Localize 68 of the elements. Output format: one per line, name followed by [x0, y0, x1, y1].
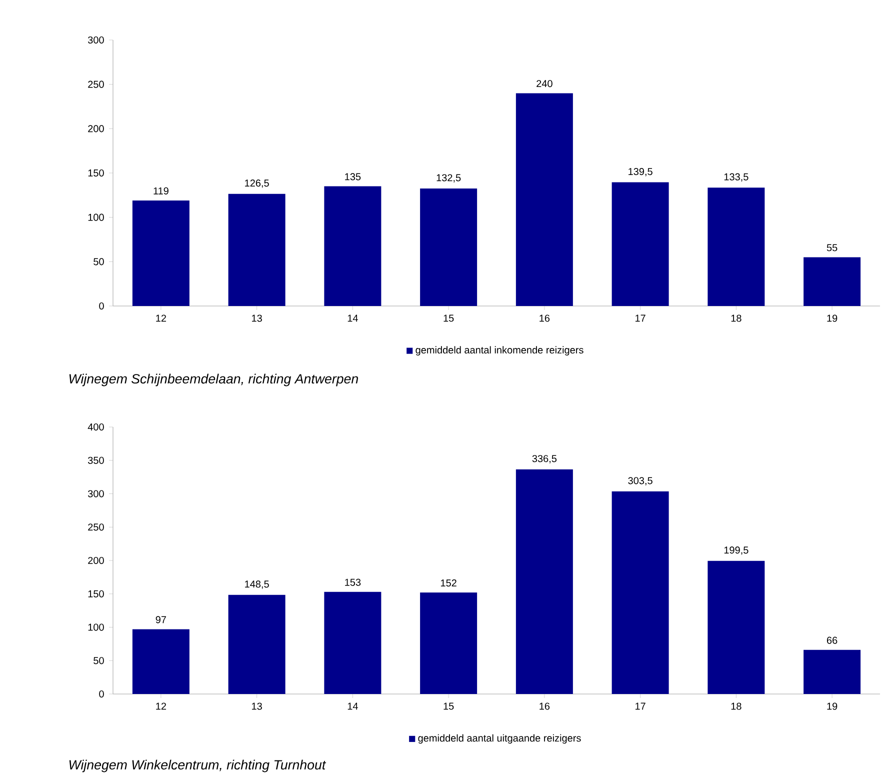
y-tick-label: 200	[88, 556, 104, 564]
bar	[132, 629, 190, 694]
data-label: 336,5	[532, 455, 557, 464]
data-label: 240	[536, 80, 552, 88]
y-tick-label: 300	[88, 490, 104, 498]
data-label: 153	[345, 578, 361, 586]
bar	[708, 188, 765, 306]
y-tick-label: 0	[99, 690, 104, 698]
text: Wijnegem Schijnbeemdelaan, richting Antwerpen	[69, 374, 358, 386]
bar	[612, 182, 669, 306]
x-tick-label: 12	[156, 702, 166, 710]
y-tick-label: 50	[94, 657, 104, 664]
y-tick-label: 200	[88, 125, 104, 132]
y-tick-label: 250	[88, 80, 104, 88]
data-label: 303,5	[628, 477, 652, 486]
x-tick-label: 15	[444, 702, 454, 710]
data-label: 135	[345, 173, 361, 180]
legend-label: gemiddeld aantal inkomende reizigers	[416, 346, 584, 356]
y-tick-label: 50	[94, 258, 104, 266]
y-tick-label: 150	[88, 590, 104, 598]
x-tick-label: 13	[252, 314, 262, 322]
x-tick-label: 14	[348, 702, 358, 710]
bar	[804, 650, 861, 694]
x-tick-label: 17	[636, 702, 646, 710]
data-label: 152	[440, 579, 456, 586]
y-tick-label: 100	[88, 624, 104, 631]
y-tick-label: 100	[88, 214, 104, 221]
x-tick-label: 18	[731, 702, 742, 710]
data-label: 148,5	[245, 580, 269, 589]
bar	[228, 194, 286, 306]
bar	[516, 93, 573, 306]
data-label: 55	[826, 244, 838, 252]
data-label: 97	[156, 616, 166, 624]
x-tick-label: 14	[348, 314, 358, 322]
y-tick-label: 350	[88, 456, 104, 464]
x-tick-label: 16	[540, 702, 550, 710]
y-tick-label: 150	[88, 169, 104, 177]
data-label: 66	[826, 636, 838, 644]
bar	[324, 592, 382, 694]
bar	[228, 594, 286, 694]
x-tick-label: 18	[731, 314, 742, 322]
data-label: 132,5	[436, 174, 461, 182]
bar	[132, 200, 190, 306]
y-tick-label: 0	[99, 302, 104, 310]
bar	[324, 186, 382, 306]
bar	[420, 188, 478, 306]
x-tick-label: 15	[444, 314, 454, 322]
legend-label: gemiddeld aantal uitgaande reizigers	[418, 734, 581, 744]
x-tick-label: 13	[252, 702, 262, 710]
x-tick-label: 12	[156, 314, 166, 322]
bar	[804, 257, 861, 306]
data-label: 199,5	[724, 546, 748, 555]
y-tick-label: 400	[88, 423, 104, 431]
x-tick-label: 19	[827, 702, 838, 710]
y-tick-label: 250	[88, 524, 104, 531]
text: Wijnegem Winkelcentrum, richting Turnhout	[69, 760, 326, 772]
bar	[612, 491, 669, 694]
data-label: 119	[154, 187, 168, 194]
data-label: 139,5	[628, 168, 652, 176]
y-tick-label: 300	[88, 36, 104, 44]
x-tick-label: 16	[540, 314, 550, 322]
bar	[516, 469, 573, 694]
bar	[708, 560, 765, 694]
data-label: 126,5	[245, 180, 269, 188]
x-tick-label: 17	[636, 314, 646, 322]
bar	[420, 592, 478, 694]
x-tick-label: 19	[827, 314, 838, 322]
data-label: 133,5	[724, 173, 748, 182]
